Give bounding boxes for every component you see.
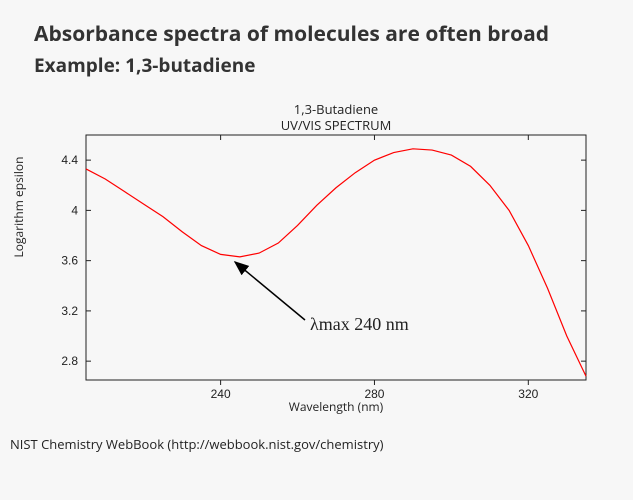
svg-text:4.4: 4.4 bbox=[61, 153, 78, 167]
svg-text:2.8: 2.8 bbox=[61, 354, 78, 368]
lambda-symbol: λ bbox=[310, 314, 319, 334]
y-axis-label: Logarithm epsilon bbox=[10, 107, 27, 307]
x-axis-label: Wavelength (nm) bbox=[86, 398, 586, 415]
svg-text:3.6: 3.6 bbox=[61, 254, 78, 268]
spectrum-chart: 2402803202.83.23.644.4 bbox=[0, 0, 633, 500]
annotation-text: max 240 nm bbox=[319, 314, 409, 334]
svg-text:4: 4 bbox=[71, 203, 78, 217]
svg-text:3.2: 3.2 bbox=[61, 304, 78, 318]
source-citation: NIST Chemistry WebBook (http://webbook.n… bbox=[10, 435, 383, 453]
lambda-max-annotation: λmax 240 nm bbox=[310, 314, 409, 335]
